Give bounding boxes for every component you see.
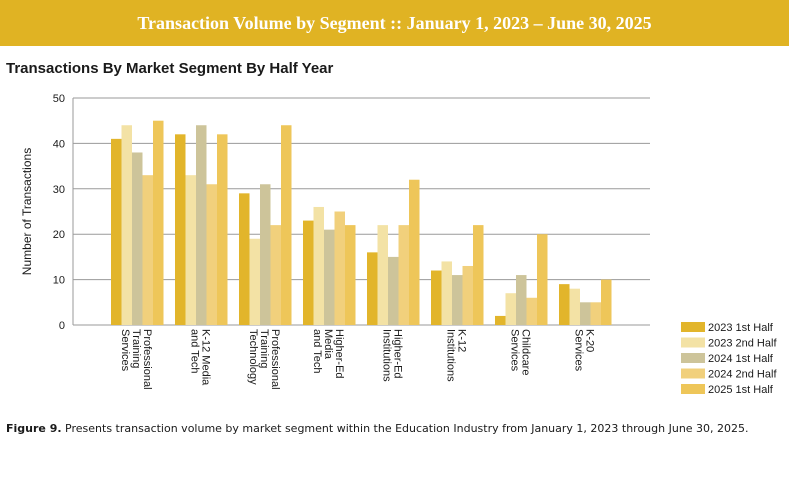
bar [217, 134, 228, 325]
legend-label: 2024 1st Half [708, 353, 774, 365]
bar [516, 275, 527, 325]
bar [313, 206, 324, 325]
x-category-label: Professional [141, 329, 153, 390]
bar [111, 138, 122, 325]
banner-title: Transaction Volume by Segment :: January… [137, 12, 652, 33]
bar [441, 261, 452, 325]
bar [580, 302, 591, 325]
x-category-label: Technology [247, 329, 259, 385]
y-tick-label: 40 [53, 138, 65, 150]
x-category-label: K-12 [456, 329, 468, 352]
caption-label: Figure 9. [6, 422, 62, 435]
legend-swatch [681, 337, 705, 348]
bar [601, 279, 612, 325]
bar [196, 125, 207, 326]
legend-swatch [681, 368, 705, 379]
bar [281, 125, 292, 326]
bar [431, 270, 442, 325]
x-category-label: Training [258, 329, 270, 368]
x-category-label: Training [130, 329, 142, 368]
legend-swatch [681, 322, 705, 332]
bar [206, 184, 217, 325]
bar [398, 225, 409, 325]
x-category-label: Media [322, 329, 334, 360]
y-tick-label: 0 [59, 320, 65, 332]
bar [537, 234, 548, 325]
legend-swatch [681, 353, 705, 363]
x-category-label: Institutions [445, 329, 457, 382]
bar [409, 179, 420, 325]
x-category-label: Professional [269, 329, 281, 390]
bar [303, 220, 314, 325]
bar [270, 225, 281, 325]
bar [388, 256, 399, 325]
y-tick-label: 30 [53, 184, 65, 196]
x-category-label: Higher-Ed [392, 329, 404, 379]
legend-label: 2024 2nd Half [708, 369, 777, 381]
bar [239, 193, 250, 325]
bar [367, 252, 378, 325]
y-tick-label: 20 [53, 229, 65, 241]
chart-title: Transactions By Market Segment By Half Y… [6, 60, 334, 77]
legend-swatch [681, 384, 705, 394]
legend-label: 2023 1st Half [708, 322, 774, 334]
x-category-label: Services [509, 329, 521, 372]
bar [590, 302, 601, 325]
figure-caption: Figure 9. Presents transaction volume by… [6, 422, 749, 435]
bar [473, 225, 484, 325]
bar [345, 225, 356, 325]
legend-label: 2023 2nd Half [708, 338, 777, 350]
caption-text: Presents transaction volume by market se… [65, 422, 749, 435]
bar [462, 265, 473, 325]
x-category-label: Services [573, 329, 585, 372]
bar [153, 120, 164, 325]
x-category-label: Higher-Ed [333, 329, 345, 379]
bar [559, 284, 570, 325]
bar [142, 175, 153, 325]
bar [505, 293, 516, 325]
y-axis-label: Number of Transactions [20, 148, 34, 275]
bar [324, 229, 335, 325]
x-category-label: Institutions [381, 329, 393, 382]
bar [334, 211, 345, 325]
bar [569, 288, 580, 325]
x-category-label: K-20 [584, 329, 596, 352]
bar [175, 134, 186, 325]
bar [132, 152, 143, 325]
bar [249, 238, 260, 325]
y-tick-label: 10 [53, 275, 65, 287]
legend-label: 2025 1st Half [708, 384, 774, 396]
x-category-label: and Tech [189, 329, 201, 373]
bar [377, 225, 388, 325]
banner-header: Transaction Volume by Segment :: January… [0, 0, 789, 46]
x-category-label: Services [119, 329, 131, 372]
y-tick-label: 50 [53, 93, 65, 105]
x-category-label: K-12 Media [200, 329, 212, 386]
bar [452, 275, 463, 325]
bar [526, 297, 537, 325]
bar [260, 184, 271, 325]
x-category-label: Childcare [520, 329, 532, 375]
bar [121, 125, 132, 326]
bar [185, 175, 196, 325]
x-category-label: and Tech [311, 329, 323, 373]
bar [495, 315, 506, 325]
